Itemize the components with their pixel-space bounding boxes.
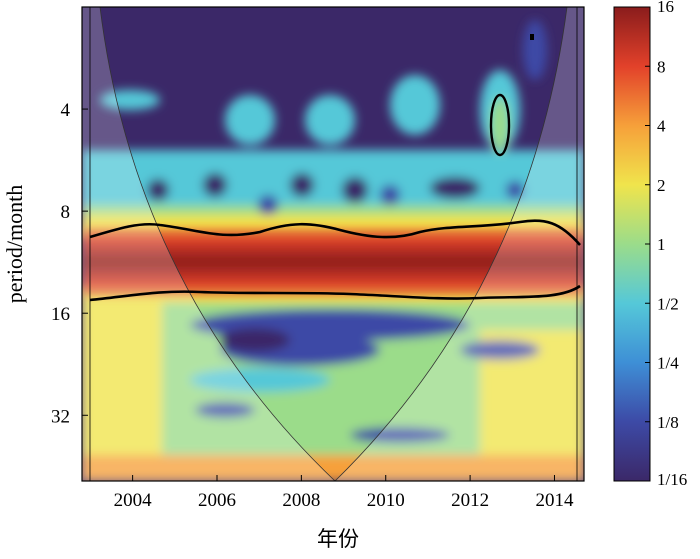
colorbar-tick-label: 1/4 bbox=[657, 354, 679, 373]
colorbar bbox=[613, 6, 651, 482]
x-tick-label: 2012 bbox=[451, 490, 489, 511]
contour-upper bbox=[89, 219, 581, 246]
y-tick-label: 4 bbox=[61, 100, 71, 121]
x-axis: 2004 2006 2008 2010 2012 2014 bbox=[114, 475, 574, 511]
colorbar-tick-label: 8 bbox=[657, 57, 666, 76]
x-tick-label: 2004 bbox=[114, 490, 153, 511]
x-tick-label: 2010 bbox=[367, 490, 405, 511]
x-tick-label: 2014 bbox=[535, 490, 574, 511]
x-tick-label: 2008 bbox=[282, 490, 320, 511]
contour-small bbox=[489, 93, 511, 157]
colorbar-tick-label: 1/2 bbox=[657, 294, 679, 313]
contour-lower bbox=[89, 284, 581, 302]
colorbar-axis: 16 8 4 2 1 1/2 1/4 1/8 1/16 bbox=[645, 0, 687, 489]
colorbar-tick-label: 1/8 bbox=[657, 413, 679, 432]
x-axis-title: 年份 bbox=[317, 527, 359, 551]
y-axis-title: period/month bbox=[2, 185, 27, 304]
y-tick-label: 8 bbox=[61, 202, 71, 223]
plot-frame bbox=[81, 6, 585, 482]
colorbar-tick-label: 16 bbox=[657, 0, 674, 16]
colorbar-tick-label: 1 bbox=[657, 235, 666, 254]
colorbar-tick-label: 4 bbox=[657, 117, 666, 136]
x-tick-label: 2006 bbox=[198, 490, 236, 511]
heatmap bbox=[82, 7, 584, 481]
y-axis: 4 8 16 32 bbox=[51, 100, 88, 427]
colorbar-tick-label: 2 bbox=[657, 176, 666, 195]
colorbar-tick-label: 1/16 bbox=[657, 470, 687, 489]
y-tick-label: 32 bbox=[51, 406, 70, 427]
y-tick-label: 16 bbox=[51, 304, 70, 325]
